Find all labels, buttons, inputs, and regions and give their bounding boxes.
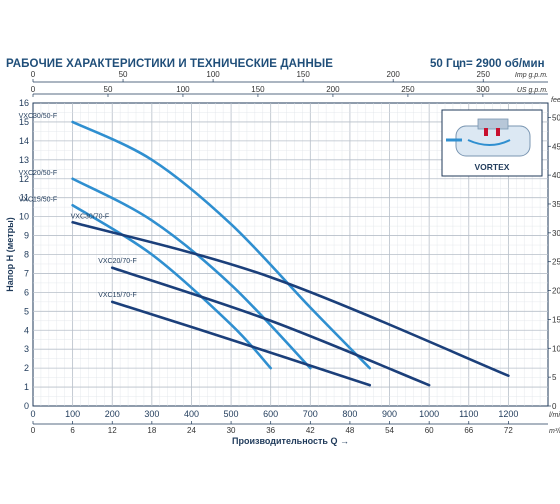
imp-tick-label: 100 [206,70,220,79]
x-tick-label: 300 [144,409,159,419]
feet-tick-label: 40 [552,171,560,180]
y-tick-label: 13 [19,155,29,165]
x-axis-title: Производительность Q → [232,436,349,446]
series-line-vxc30-50-f [71,120,372,370]
imp-unit-label: Imp g.p.m. [515,72,548,79]
impeller-blade-icon [484,128,488,136]
series-line-vxc30-70-f [71,221,510,377]
us-tick-label: 200 [326,85,340,94]
flow-arrow-icon [467,139,511,146]
m3h-unit-label: m³/h [549,428,560,435]
imp-tick-label: 200 [387,70,401,79]
feet-tick-label: 30 [552,229,560,238]
us-tick-label: 150 [251,85,265,94]
m3h-tick-label: 54 [385,426,394,435]
imp-tick-label: 50 [119,70,128,79]
us-tick-label: 300 [476,85,490,94]
m3h-tick-label: 24 [187,426,196,435]
y-tick-label: 16 [19,98,29,108]
frequency-label: 50 Гц [430,58,460,70]
y-tick-label: 15 [19,117,29,127]
series-line-vxc20-70-f [110,266,431,387]
grid [32,102,549,407]
x-tick-label: 700 [303,409,318,419]
m3h-tick-label: 60 [425,426,434,435]
y-tick-label: 10 [19,212,29,222]
chart-title: РАБОЧИЕ ХАРАКТЕРИСТИКИ И ТЕХНИЧЕСКИЕ ДАН… [6,58,333,70]
x-unit-label: l/min [549,412,560,419]
x-tick-label: 1200 [498,409,518,419]
feet-tick-label: 35 [552,200,560,209]
feet-tick-label: 20 [552,287,560,296]
series-lines [71,120,510,387]
feet-tick-label: 5 [552,373,557,382]
feet-tick-label: 50 [552,113,560,122]
feet-tick-label: 25 [552,258,560,267]
us-tick-label: 250 [401,85,415,94]
us-unit-label: US g.p.m. [517,87,548,94]
m3h-tick-label: 18 [147,426,156,435]
x-tick-label: 0 [30,409,35,419]
series-label-vxc15-50-f: VXC15/50-F [19,196,58,203]
x-tick-label: 200 [105,409,120,419]
us-tick-label: 50 [104,85,113,94]
m3h-tick-label: 12 [108,426,117,435]
x-tick-label: 100 [65,409,80,419]
pump-body-icon [455,125,531,157]
series-label-vxc30-70-f: VXC30/70-F [71,213,110,220]
x-tick-label: 900 [382,409,397,419]
vortex-inset: VORTEX [441,109,543,177]
feet-tick-label: 10 [552,344,560,353]
y-tick-label: 12 [19,174,29,184]
x-tick-label: 1000 [419,409,439,419]
m3h-tick-label: 36 [266,426,275,435]
y-tick-label: 0 [24,401,29,411]
imp-tick-label: 0 [31,70,36,79]
m3h-tick-label: 0 [31,426,36,435]
series-line-vxc15-70-f [110,300,372,387]
x-tick-label: 800 [342,409,357,419]
x-tick-label: 600 [263,409,278,419]
y-tick-label: 6 [24,287,29,297]
y-tick-label: 9 [24,231,29,241]
m3h-tick-label: 48 [345,426,354,435]
imp-tick-label: 250 [477,70,491,79]
impeller-blade-icon-2 [496,128,500,136]
series-label-vxc15-70-f: VXC15/70-F [98,292,137,299]
series-label-vxc30-50-f: VXC30/50-F [19,113,58,120]
y-tick-label: 14 [19,136,29,146]
pump-motor-icon [477,118,509,130]
feet-unit-label: feet [551,97,560,104]
y-axis-title: Напор H (метры) [5,217,15,292]
y-tick-label: 7 [24,268,29,278]
y-tick-label: 8 [24,250,29,260]
m3h-tick-label: 72 [504,426,513,435]
y-tick-label: 1 [24,382,29,392]
y-tick-label: 11 [20,193,29,203]
y-tick-label: 3 [24,344,29,354]
x-tick-label: 500 [224,409,239,419]
feet-tick-label: 45 [552,142,560,151]
us-tick-label: 100 [176,85,190,94]
series-label-vxc20-50-f: VXC20/50-F [19,170,58,177]
m3h-tick-label: 30 [227,426,236,435]
x-tick-label: 1100 [459,409,478,419]
m3h-tick-label: 6 [70,426,75,435]
series-labels: VXC30/50-F VXC20/50-F VXC15/50-F VXC30/70-F… [19,113,137,299]
feet-tick-label: 15 [552,315,560,324]
m3h-tick-label: 42 [306,426,315,435]
x-tick-label: 400 [184,409,199,419]
series-label-vxc20-70-f: VXC20/70-F [98,258,137,265]
y-tick-label: 2 [24,363,29,373]
y-tick-label: 5 [24,306,29,316]
imp-tick-label: 150 [296,70,310,79]
us-tick-label: 0 [31,85,36,94]
feet-tick-label: 0 [552,402,557,411]
y-tick-label: 4 [24,325,29,335]
vortex-label: VORTEX [475,162,510,172]
speed-label: n= 2900 об/мин [459,58,545,70]
m3h-tick-label: 66 [464,426,473,435]
